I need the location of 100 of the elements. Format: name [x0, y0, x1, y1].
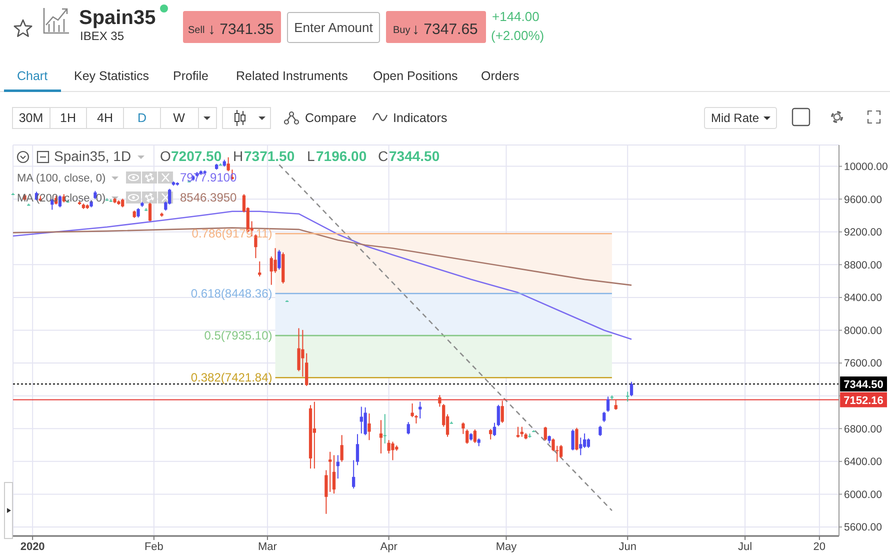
y-tick-label: 6000.00 [844, 488, 882, 501]
text: W [173, 111, 186, 125]
text: 4H [97, 111, 113, 125]
x-tick-label: 20 [813, 540, 826, 553]
text: Key Statistics [74, 69, 150, 83]
text: Mid Rate [711, 111, 760, 125]
annotation: 0.382(7421.84) [190, 370, 272, 385]
candlestick [360, 406, 363, 434]
candlestick [438, 394, 442, 408]
text: (+2.00%) [491, 28, 544, 43]
candlestick [274, 248, 277, 274]
candlestick [383, 414, 386, 444]
candlestick [328, 451, 332, 492]
annotation: L [307, 148, 315, 164]
text: Chart [17, 69, 48, 83]
y-tick-label: 6800.00 [844, 423, 882, 436]
ref-line-label: 7152.16 [844, 394, 884, 407]
candlestick [466, 428, 469, 444]
candlestick [598, 425, 602, 436]
annotation: 7207.50 [171, 148, 222, 164]
y-tick-label: 8000.00 [844, 324, 882, 337]
candlestick [305, 352, 308, 386]
annotation: 0.618(8448.36) [190, 286, 272, 300]
y-tick-label: 8400.00 [844, 292, 882, 304]
candlestick [614, 399, 618, 410]
candlestick [368, 412, 371, 441]
candlestick [586, 438, 590, 448]
candlestick [575, 427, 578, 451]
candlestick [559, 444, 563, 459]
annotation: 7344.50 [389, 148, 440, 164]
annotation: O [160, 148, 171, 164]
candlestick [500, 400, 504, 424]
x-tick-label: Mar [258, 540, 278, 553]
candlestick [324, 470, 328, 514]
line-series [13, 227, 632, 286]
text: Buy [393, 25, 410, 36]
candlestick [258, 260, 262, 277]
candlestick [340, 434, 344, 462]
candlestick [544, 426, 547, 442]
text: Compare [305, 111, 356, 125]
annotation: 8546.3950 [180, 190, 238, 204]
text: Open Positions [373, 69, 458, 83]
text: Related Instruments [236, 69, 348, 83]
ref-line-label: 7344.50 [844, 378, 884, 391]
x-tick-label: May [496, 540, 518, 553]
chart-subtitle: IBEX 35 [80, 29, 124, 43]
candlestick [473, 428, 476, 444]
text: Enter Amount [294, 20, 374, 35]
candlestick [582, 432, 586, 448]
y-tick-label: 9600.00 [844, 194, 882, 206]
text: 30M [18, 111, 44, 125]
text: +144.00 [492, 9, 540, 24]
text: ↓ 7341.35 [208, 21, 274, 38]
y-tick-label: 7600.00 [844, 358, 882, 370]
candlestick [571, 428, 574, 451]
x-tick-label: Apr [380, 540, 398, 553]
y-tick-label: 9200.00 [844, 226, 882, 239]
text: Orders [481, 69, 520, 83]
candlestick [391, 441, 394, 461]
text: D [137, 111, 147, 125]
candlestick [496, 404, 500, 427]
candlestick [516, 426, 520, 438]
y-tick-label: 8800.00 [844, 259, 882, 272]
candlestick [278, 249, 281, 270]
annotation: 7371.50 [244, 148, 295, 164]
text: Profile [173, 69, 208, 83]
candlestick [418, 401, 422, 419]
line-series [13, 210, 632, 340]
candlestick [379, 420, 383, 454]
y-tick-label: 6400.00 [844, 456, 882, 468]
annotation: Spain35, 1D [54, 148, 132, 164]
annotation: H [233, 148, 244, 164]
annotation: 7196.00 [316, 148, 367, 164]
candlestick [630, 381, 634, 397]
candlestick [606, 396, 610, 412]
text: Indicators [393, 111, 448, 125]
text: ↓ 7347.65 [412, 21, 478, 38]
y-tick-label: 5600.00 [844, 522, 882, 534]
candlestick [492, 422, 496, 436]
candlestick [364, 406, 367, 436]
candlestick [332, 454, 336, 494]
x-tick-label: Jun [618, 540, 636, 553]
chart-title: Spain35 [79, 7, 156, 29]
text: 1H [60, 111, 76, 125]
candlestick [462, 422, 465, 434]
x-tick-label: 2020 [20, 540, 45, 553]
candlestick [626, 391, 630, 402]
candlestick [406, 422, 410, 435]
candlestick [312, 401, 316, 470]
candlestick [579, 437, 582, 456]
x-tick-label: Feb [144, 540, 164, 553]
candlestick [270, 256, 273, 286]
candlestick [148, 202, 152, 222]
y-tick-label: 10000.00 [844, 160, 888, 173]
candlestick [352, 460, 356, 490]
annotation: MA (100, close, 0) [17, 172, 106, 184]
annotation: C [378, 148, 388, 164]
candlestick [489, 428, 492, 440]
candlestick [356, 434, 360, 466]
candlestick [602, 411, 606, 423]
